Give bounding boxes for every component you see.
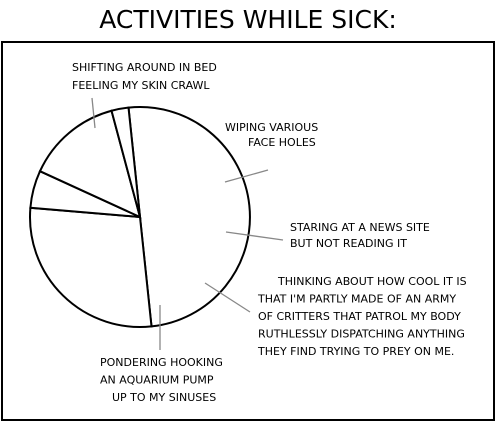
label-pointer (224, 169, 269, 183)
slice-label: THINKING ABOUT HOW COOL IT IS (277, 275, 467, 288)
slice-label: AN AQUARIUM PUMP (100, 374, 214, 387)
label-pointer (204, 282, 251, 313)
pie-slice (110, 106, 141, 218)
slice-label: PONDERING HOOKING (100, 356, 223, 369)
slice-label: UP TO MY SINUSES (112, 391, 216, 404)
slice-label: FACE HOLES (248, 136, 316, 149)
slice-label: OF CRITTERS THAT PATROL MY BODY (258, 310, 461, 323)
label-pointer (91, 97, 96, 129)
slice-label: SHIFTING AROUND IN BED (72, 61, 217, 74)
chart-title: ACTIVITIES WHILE SICK: (99, 5, 397, 34)
frame (1, 41, 495, 421)
label-pointer (225, 231, 284, 241)
pie-slice (38, 109, 142, 219)
slice-label: FEELING MY SKIN CRAWL (72, 79, 210, 92)
slice-label: WIPING VARIOUS (225, 121, 318, 134)
slice-label: THEY FIND TRYING TO PREY ON ME. (257, 345, 454, 358)
pie-slice (29, 206, 153, 328)
slice-label: RUTHLESSLY DISPATCHING ANYTHING (258, 328, 465, 341)
pie-slice (127, 106, 251, 328)
slice-label: STARING AT A NEWS SITE (290, 221, 430, 234)
slice-label: THAT I'M PARTLY MADE OF AN ARMY (257, 293, 456, 306)
slice-label: BUT NOT READING IT (290, 237, 407, 250)
